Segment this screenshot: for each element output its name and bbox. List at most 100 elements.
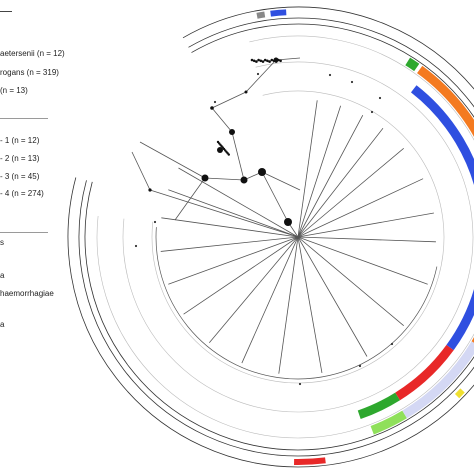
- tree-tip: [270, 58, 274, 62]
- inner-ring-boundary: [122, 61, 474, 413]
- tree-leaf-branch: [160, 236, 299, 252]
- ring-boundary-circle: [84, 23, 474, 451]
- tree-branch: [261, 171, 301, 191]
- legend-group-label: - 4 (n = 274): [0, 189, 44, 198]
- tree-branch: [174, 177, 206, 221]
- legend-divider: [0, 232, 48, 233]
- legend-panel: aetersenii (n = 12) rogans (n = 319) (n …: [0, 0, 90, 474]
- group-ring-segment: [357, 392, 401, 420]
- tree-node: [229, 129, 235, 135]
- ring-boundary-circle: [78, 17, 474, 457]
- group-ring-segment: [395, 344, 454, 401]
- tree-leaf-branch: [297, 236, 428, 285]
- inner-ring-boundary: [96, 35, 474, 439]
- tree-leaf-branch: [278, 236, 299, 374]
- tree-tip: [255, 60, 258, 63]
- tree-leaf-branch: [178, 167, 299, 238]
- legend-serogroup-label: a: [0, 320, 5, 329]
- tree-nodes: [134, 57, 394, 386]
- legend-serogroup-label: haemorrhagiae: [0, 289, 54, 298]
- tree-leaf-branch: [297, 212, 434, 238]
- tree-leaf-branch: [297, 128, 384, 238]
- tree-leaf-branch: [241, 236, 299, 364]
- legend-top-divider: [0, 11, 12, 12]
- tree-tip: [298, 382, 302, 386]
- tree-leaf-branch: [297, 236, 436, 243]
- tree-scale-circle: [151, 90, 445, 384]
- tree-tip: [153, 220, 157, 224]
- tree-tip: [252, 59, 256, 63]
- tree-node: [258, 168, 266, 176]
- tree-tip: [261, 60, 265, 63]
- legend-group-label: - 2 (n = 13): [0, 154, 40, 163]
- tree-branches: [131, 57, 438, 380]
- tree-tip: [274, 60, 278, 63]
- outer-annotation-ring: [256, 9, 465, 465]
- tree-tip: [268, 60, 271, 63]
- tree-node: [201, 174, 209, 182]
- tree-branch: [131, 151, 151, 191]
- tree-leaf-branch: [297, 105, 342, 238]
- tree-tip: [256, 72, 260, 76]
- legend-divider: [0, 118, 48, 119]
- tree-tip: [328, 73, 332, 77]
- tree-tip: [279, 59, 282, 63]
- tree-leaf-branch: [297, 236, 368, 357]
- tree-leaf-branch: [297, 178, 424, 238]
- tree-tip: [259, 59, 263, 63]
- legend-group-label: - 1 (n = 12): [0, 136, 40, 145]
- tree-leaf-branch: [297, 236, 323, 373]
- tree-leaf-branch: [161, 217, 299, 238]
- tree-tip: [350, 80, 354, 84]
- legend-serogroup-label: a: [0, 271, 5, 280]
- tree-tip: [263, 58, 267, 62]
- legend-species-label: rogans (n = 319): [0, 68, 59, 77]
- tree-tip: [227, 153, 230, 156]
- tree-node: [148, 188, 152, 192]
- tree-leaf-branch: [168, 236, 299, 285]
- outer-ring-segment: [256, 11, 266, 19]
- tree-branch: [245, 59, 277, 93]
- outer-ring-segment: [294, 457, 326, 465]
- species-ring-segment: [405, 57, 420, 72]
- tree-tip: [277, 58, 280, 62]
- tree-tip: [257, 58, 260, 62]
- tree-branch: [211, 91, 247, 109]
- tree-tip: [266, 59, 269, 63]
- legend-species-label: aetersenii (n = 12): [0, 49, 65, 58]
- tree-node: [284, 218, 292, 226]
- tree-tip: [370, 110, 374, 114]
- tree-leaf-branch: [297, 147, 404, 238]
- tree-branch: [231, 131, 245, 181]
- tree-branch: [149, 189, 299, 238]
- group-color-ring: [357, 85, 474, 420]
- guide-circles: [67, 6, 474, 468]
- outer-boundary-circle: [67, 6, 474, 468]
- species-ring-segment: [417, 65, 474, 137]
- outer-ring-segment: [454, 388, 465, 399]
- legend-serogroup-label: s: [0, 238, 4, 247]
- tree-branch: [211, 107, 233, 133]
- tree-tip: [250, 58, 254, 62]
- tree-tip: [272, 59, 276, 63]
- tree-leaf-branch: [168, 189, 299, 238]
- species-color-ring: [370, 57, 474, 435]
- tree-tip: [358, 364, 362, 368]
- tree-tip: [134, 244, 138, 248]
- group-ring-segment: [410, 85, 474, 351]
- tree-branch: [204, 177, 245, 181]
- species-ring-segment: [370, 410, 407, 435]
- tree-tip: [390, 342, 394, 346]
- legend-group-label: - 3 (n = 45): [0, 172, 40, 181]
- tree-leaf-branch: [208, 236, 299, 343]
- tree-branch: [139, 141, 206, 179]
- tree-leaf-branch: [297, 236, 404, 327]
- tree-node: [244, 90, 248, 94]
- tree-node: [210, 106, 214, 110]
- legend-species-label: (n = 13): [0, 86, 28, 95]
- species-ring-segment: [402, 341, 474, 419]
- tree-tip: [213, 100, 217, 104]
- clade-arc: [155, 227, 438, 380]
- tree-leaf-branch: [297, 114, 364, 238]
